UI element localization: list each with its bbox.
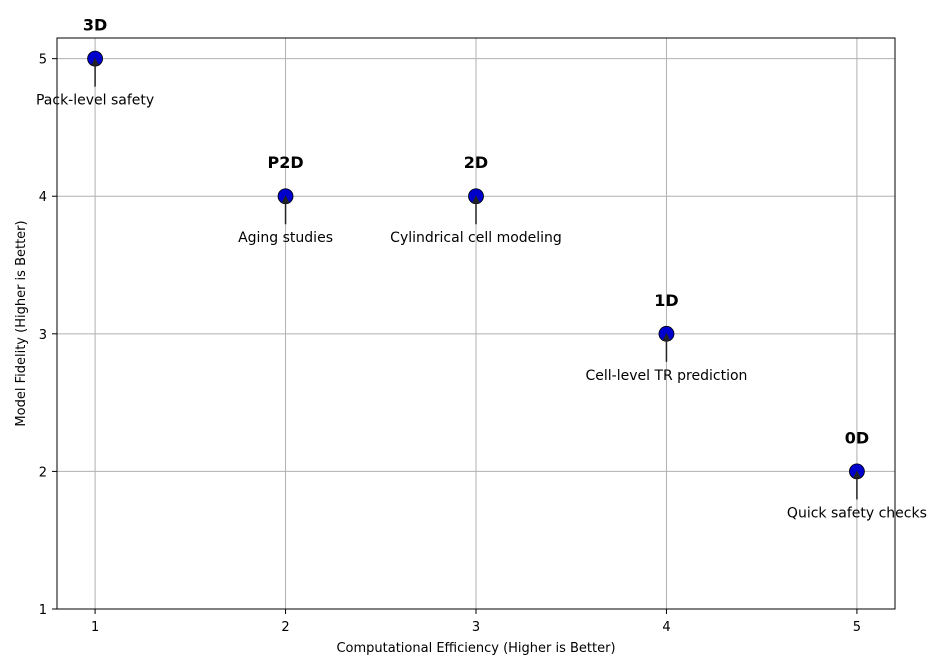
data-point-group: 1D Cell-level TR prediction (585, 291, 747, 384)
x-axis-title: Computational Efficiency (Higher is Bett… (336, 641, 615, 656)
data-point-group: 0D Quick safety checks (787, 428, 927, 521)
point-annotation: Pack-level safety (36, 93, 154, 109)
grid (57, 38, 895, 610)
x-tick-label: 1 (91, 620, 99, 635)
y-tick-label: 1 (39, 603, 47, 618)
data-point-group: P2D Aging studies (238, 153, 333, 246)
point-label: 3D (83, 16, 107, 35)
point-annotation: Cylindrical cell modeling (390, 230, 562, 246)
data-point-group: 3D Pack-level safety (36, 16, 154, 109)
point-annotation: Aging studies (238, 230, 333, 246)
point-label: P2D (267, 153, 303, 172)
data-point-group: 2D Cylindrical cell modeling (390, 153, 562, 246)
point-label: 2D (464, 153, 488, 172)
x-tick-label: 2 (281, 620, 289, 635)
y-tick-label: 3 (39, 328, 47, 343)
y-tick-label: 5 (39, 53, 47, 68)
point-annotation: Quick safety checks (787, 505, 927, 521)
axes: 1 2 3 4 5 1 2 3 4 5 (39, 37, 896, 635)
marks: 3D Pack-level safety P2D Aging studies 2D Cyl… (36, 16, 927, 522)
x-tick-label: 3 (472, 620, 480, 635)
y-axis-title: Model Fidelity (Higher is Better) (14, 220, 29, 426)
point-label: 1D (654, 291, 678, 310)
point-annotation: Cell-level TR prediction (585, 368, 747, 384)
y-tick-label: 2 (39, 465, 47, 480)
y-tick-label: 4 (39, 190, 47, 205)
point-label: 0D (845, 428, 869, 447)
x-tick-label: 4 (662, 620, 670, 635)
x-tick-label: 5 (853, 620, 861, 635)
